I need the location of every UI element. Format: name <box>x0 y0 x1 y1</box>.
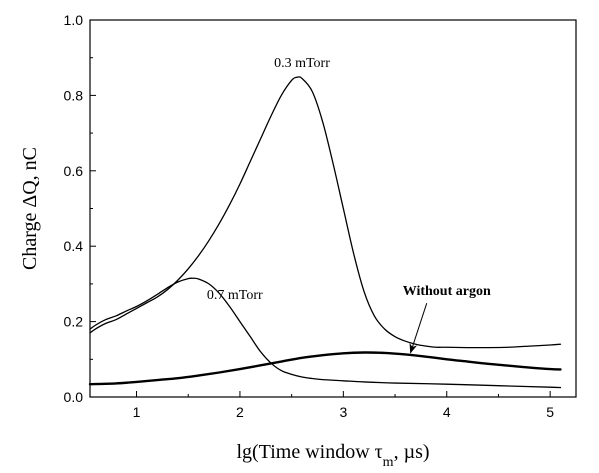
series-group <box>88 76 562 389</box>
y-tick-label: 0.0 <box>64 389 84 405</box>
x-tick-label: 1 <box>133 404 141 420</box>
annotation-0-3-mtorr: 0.3 mTorr <box>274 56 330 71</box>
series-line-without-argon <box>88 351 562 386</box>
series-line-0-7-mtorr <box>89 277 562 389</box>
y-tick-label: 0.8 <box>64 87 84 103</box>
x-tick-label: 5 <box>546 404 554 420</box>
annotation-group: 0.3 mTorr 0.7 mTorr Without argon <box>207 56 491 354</box>
x-axis-ticks: 1 2 3 4 5 <box>133 391 554 420</box>
annotation-0-7-mtorr: 0.7 mTorr <box>207 288 263 303</box>
x-tick-label: 2 <box>236 404 244 420</box>
y-axis-ticks: 0.0 0.2 0.4 0.6 0.8 1.0 <box>64 12 96 405</box>
series-line-0-3-mtorr <box>89 76 562 349</box>
x-tick-label: 3 <box>339 404 347 420</box>
y-tick-label: 0.4 <box>64 238 84 254</box>
y-tick-label: 0.2 <box>64 314 84 330</box>
y-tick-label: 0.6 <box>64 163 84 179</box>
plot-frame <box>89 19 577 398</box>
y-axis-title: Charge ΔQ, nC <box>19 147 41 270</box>
x-axis-title: lg(Time window τm, µs) <box>236 441 429 470</box>
annotation-arrow <box>409 303 428 354</box>
x-tick-label: 4 <box>443 404 451 420</box>
y-tick-label: 1.0 <box>64 12 84 28</box>
annotation-without-argon: Without argon <box>403 284 491 299</box>
